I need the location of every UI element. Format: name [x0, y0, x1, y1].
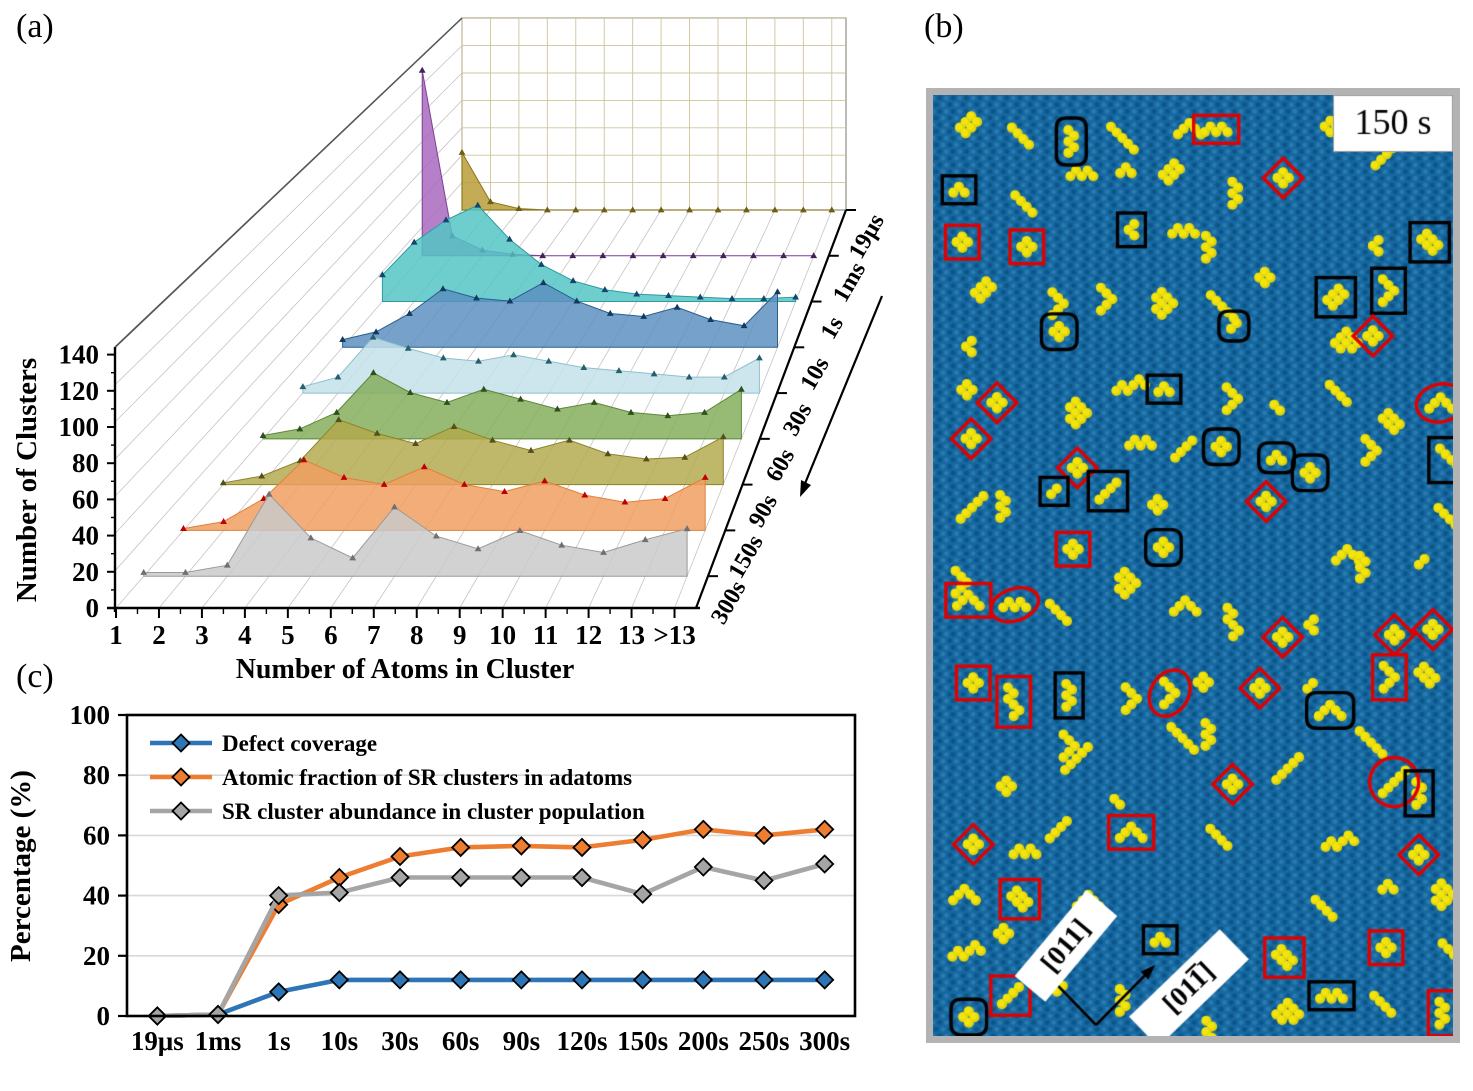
- cluster-size-distribution-3d-chart: 1 2 3 4 5 6 7 8 9 10 11 12 13 >1302040608010012014019…: [11, 17, 890, 685]
- legend-label: Defect coverage: [222, 731, 377, 756]
- back-wall: [461, 17, 847, 211]
- x-tick-label: 4: [238, 620, 252, 650]
- x-tick-label: 1s: [267, 1026, 291, 1056]
- plot-frame: [125, 713, 857, 1018]
- x-tick-label: 7: [367, 620, 381, 650]
- y-tick-label: 60: [72, 484, 99, 514]
- x-tick-label: 9: [453, 620, 467, 650]
- ridge-series-19μs: [461, 150, 832, 211]
- y-tick-label: 0: [86, 593, 100, 623]
- x-tick-label: 10s: [321, 1026, 359, 1056]
- panel-b-label: (b): [924, 8, 964, 45]
- x-tick-label: >13: [653, 620, 695, 650]
- x-tick-label: 90s: [503, 1026, 541, 1056]
- x-tick-label: 250s: [738, 1026, 789, 1056]
- line-series: [157, 827, 825, 1019]
- y-tick-label: 0: [97, 1001, 111, 1031]
- time-tick-label: 10s: [796, 353, 835, 395]
- y-tick-label: 80: [72, 448, 99, 478]
- time-tick-label: 90s: [744, 490, 783, 532]
- y-tick-label: 40: [83, 881, 110, 911]
- x-tick-label: 13: [618, 620, 645, 650]
- y-tick-label: 120: [59, 376, 100, 406]
- line-series: [157, 977, 825, 1019]
- y-tick-label: 20: [72, 557, 99, 587]
- y-tick-label: 100: [70, 700, 111, 730]
- y-tick-label: 60: [83, 820, 110, 850]
- x-tick-label: 2: [152, 620, 166, 650]
- x-tick-label: 1: [109, 620, 123, 650]
- time-tick-label: 300s: [706, 577, 751, 629]
- panel-a-label: (a): [16, 8, 54, 45]
- x-tick-label: 12: [575, 620, 602, 650]
- time-arrow-head: [800, 480, 811, 497]
- legend-label: Atomic fraction of SR clusters in adatom…: [222, 765, 632, 790]
- x-tick-label: 30s: [381, 1026, 419, 1056]
- y-tick-label: 40: [72, 521, 99, 551]
- x-tick-label: 6: [324, 620, 338, 650]
- y-tick-label: 100: [59, 412, 100, 442]
- y-tick-label: 80: [83, 760, 110, 790]
- y-tick-label: 20: [83, 941, 110, 971]
- percentage-line-chart: 0 20 40 60 80 100 19μs 1ms 1s 10s 30s 60s 90s 120s 150…: [5, 700, 857, 1056]
- simulation-snapshot-frame: [926, 88, 1460, 1043]
- legend-label: SR cluster abundance in cluster populati…: [222, 799, 645, 824]
- x-tick-label: 300s: [799, 1026, 850, 1056]
- time-tick-label: 19μs: [844, 210, 890, 264]
- x-tick-label: 11: [533, 620, 559, 650]
- x-axis-title: Number of Atoms in Cluster: [236, 654, 575, 685]
- line-series: [157, 861, 826, 1019]
- y-axis-title: Number of Clusters: [11, 358, 43, 602]
- x-tick-label: 150s: [617, 1026, 668, 1056]
- y-tick-label: 140: [59, 340, 100, 370]
- x-tick-label: 19μs: [131, 1026, 184, 1056]
- x-tick-label: 5: [281, 620, 295, 650]
- panel-c-label: (c): [16, 658, 54, 695]
- x-tick-label: 60s: [442, 1026, 480, 1056]
- x-tick-label: 10: [489, 620, 516, 650]
- y-axis-title: Percentage (%): [5, 770, 37, 962]
- x-tick-label: 200s: [678, 1026, 729, 1056]
- time-tick-label: 1s: [816, 312, 849, 343]
- x-tick-label: 1ms: [195, 1026, 242, 1056]
- x-tick-label: 120s: [556, 1026, 607, 1056]
- simulation-snapshot: [933, 95, 1453, 1036]
- time-tick-label: 60s: [761, 444, 800, 486]
- time-tick-label: 1ms: [828, 258, 871, 307]
- x-tick-label: 8: [410, 620, 424, 650]
- time-tick-label: 30s: [778, 399, 817, 441]
- x-tick-label: 3: [195, 620, 209, 650]
- time-tick-label: 150s: [724, 531, 769, 583]
